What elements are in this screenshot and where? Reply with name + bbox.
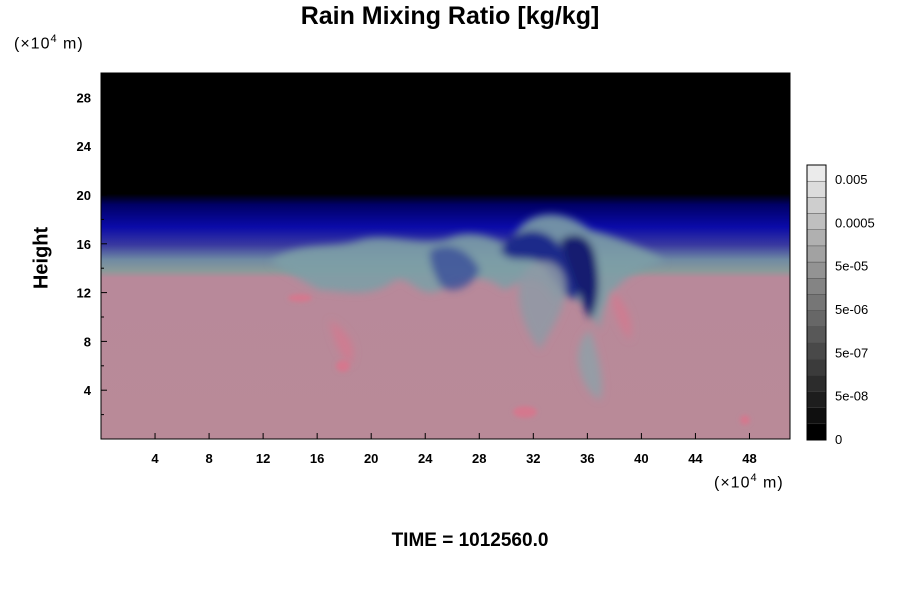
x-tick-label: 36 [580, 451, 594, 466]
colorbar-label: 0.005 [835, 172, 868, 187]
y-ticks: 4 8 12 16 20 24 28 [77, 90, 107, 416]
colorbar-label: 5e-08 [835, 389, 868, 404]
colorbar-level [806, 326, 827, 344]
x-tick-label: 16 [310, 451, 324, 466]
colorbar-level [806, 294, 827, 311]
x-tick-label: 40 [634, 451, 648, 466]
y-tick-label: 24 [77, 139, 92, 154]
x-tick-label: 4 [151, 451, 159, 466]
colorbar-frame [806, 164, 827, 441]
colorbar-level [806, 229, 827, 247]
y-tick-label: 12 [77, 286, 91, 301]
colorbar-labels: 0.005 0.0005 5e-05 5e-06 5e-07 5e-08 0 [835, 172, 875, 447]
chart-title: Rain Mixing Ratio [kg/kg] [300, 2, 600, 30]
plot-frame [100, 72, 791, 440]
colorbar-level [806, 407, 827, 425]
colorbar-label: 0.0005 [835, 215, 875, 230]
x-tick-label: 24 [418, 451, 433, 466]
colorbar-label: 5e-07 [835, 345, 868, 360]
colorbar [806, 164, 827, 441]
colorbar-level [806, 245, 827, 263]
y-tick-label: 4 [84, 383, 92, 398]
x-tick-label: 20 [364, 451, 378, 466]
colorbar-level [806, 310, 827, 327]
colorbar-level [806, 423, 827, 441]
colorbar-level [806, 180, 827, 198]
x-tick-label: 12 [256, 451, 270, 466]
y-tick-label: 20 [77, 188, 91, 203]
colorbar-level [806, 164, 827, 182]
colorbar-level [806, 213, 827, 230]
colorbar-level [806, 197, 827, 214]
colorbar-level [806, 391, 827, 408]
rain-pockets [288, 294, 750, 425]
x-tick-label: 8 [205, 451, 212, 466]
y-tick-label: 8 [84, 334, 91, 349]
x-ticks: 4 8 12 16 20 24 28 32 36 40 44 48 [151, 433, 757, 466]
colorbar-level [806, 342, 827, 360]
y-axis-unit: (×104 m) [14, 33, 84, 53]
x-tick-label: 32 [526, 451, 540, 466]
colorbar-level [806, 358, 827, 376]
x-tick-label: 44 [688, 451, 703, 466]
colorbar-label: 5e-05 [835, 259, 868, 274]
colorbar-level [806, 278, 827, 295]
storm-plume [270, 214, 665, 400]
y-tick-label: 28 [77, 90, 91, 105]
x-tick-label: 48 [742, 451, 756, 466]
x-axis-unit: (×104 m) [714, 472, 784, 492]
time-label: TIME = 1012560.0 [391, 530, 549, 551]
colorbar-label: 0 [835, 432, 842, 447]
colorbar-level [806, 261, 827, 279]
y-tick-label: 16 [77, 237, 91, 252]
colorbar-level [806, 375, 827, 392]
x-tick-label: 28 [472, 451, 486, 466]
colorbar-label: 5e-06 [835, 302, 868, 317]
